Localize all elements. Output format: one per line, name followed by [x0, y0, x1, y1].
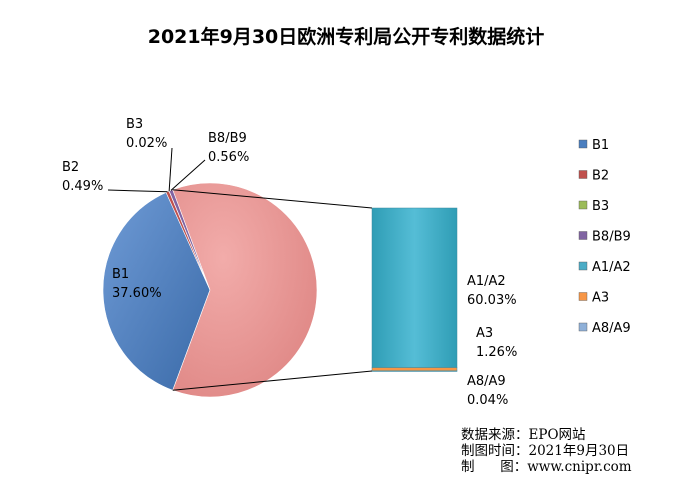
bar-segment-a3: [371, 367, 458, 372]
legend-label-b3: B3: [592, 199, 609, 214]
data-label-b1: B1 37.60%: [112, 267, 162, 301]
bar-segment-a1-a2: [371, 207, 458, 368]
source-note: 数据来源：EPO网站 制图时间：2021年9月30日 制 图：www.cnipr…: [461, 427, 632, 475]
data-label-b2: B2 0.49%: [62, 160, 103, 194]
legend-label-b1: B1: [592, 138, 609, 153]
pie-slice-b1: [102, 192, 211, 391]
legend-swatch-b8-b9: [578, 231, 588, 240]
stacked-bar: [371, 207, 458, 372]
legend-label-a1-a2: A1/A2: [592, 260, 631, 275]
connector-top: [172, 189, 373, 209]
leader-b2: [107, 189, 168, 193]
source-line-1: 数据来源：EPO网站: [461, 427, 586, 443]
leader-b3: [168, 147, 173, 192]
legend-swatch-b2: [578, 170, 588, 179]
source-line-3: 制 图：www.cnipr.com: [461, 459, 632, 475]
legend-swatch-a3: [578, 292, 588, 301]
legend-swatch-b3: [578, 200, 588, 210]
legend-label-a3: A3: [592, 291, 609, 306]
connector-lines: [172, 189, 373, 391]
source-line-2: 制图时间：2021年9月30日: [461, 443, 630, 459]
data-label-a3: A3 1.26%: [476, 326, 517, 360]
bar-segment-a8-a9: [371, 370, 458, 372]
data-label-a8a9: A8/A9 0.04%: [467, 374, 508, 408]
legend-label-b8-b9: B8/B9: [592, 230, 631, 245]
leader-b8b9: [170, 159, 206, 191]
pie: [102, 182, 318, 398]
connector-bottom: [172, 370, 373, 391]
legend-swatch-b1: [578, 139, 588, 149]
legend: B1 B2 B3 B8/B9 A1/A2 A3 A8/A9: [578, 138, 631, 336]
chart-title: 2021年9月30日欧洲专利局公开专利数据统计: [147, 26, 545, 48]
data-label-a1a2: A1/A2 60.03%: [467, 274, 517, 308]
data-label-b8b9: B8/B9 0.56%: [208, 131, 249, 165]
legend-swatch-a1-a2: [578, 261, 588, 271]
legend-label-a8-a9: A8/A9: [592, 321, 631, 336]
data-label-b3: B3 0.02%: [126, 117, 167, 151]
data-labels: B1 37.60% B2 0.49% B3 0.02% B8/B9 0.56% A1/A2 60.…: [62, 117, 517, 408]
legend-swatch-a8-a9: [578, 322, 588, 332]
pie-slice-combined: [172, 182, 318, 398]
legend-label-b2: B2: [592, 169, 609, 184]
